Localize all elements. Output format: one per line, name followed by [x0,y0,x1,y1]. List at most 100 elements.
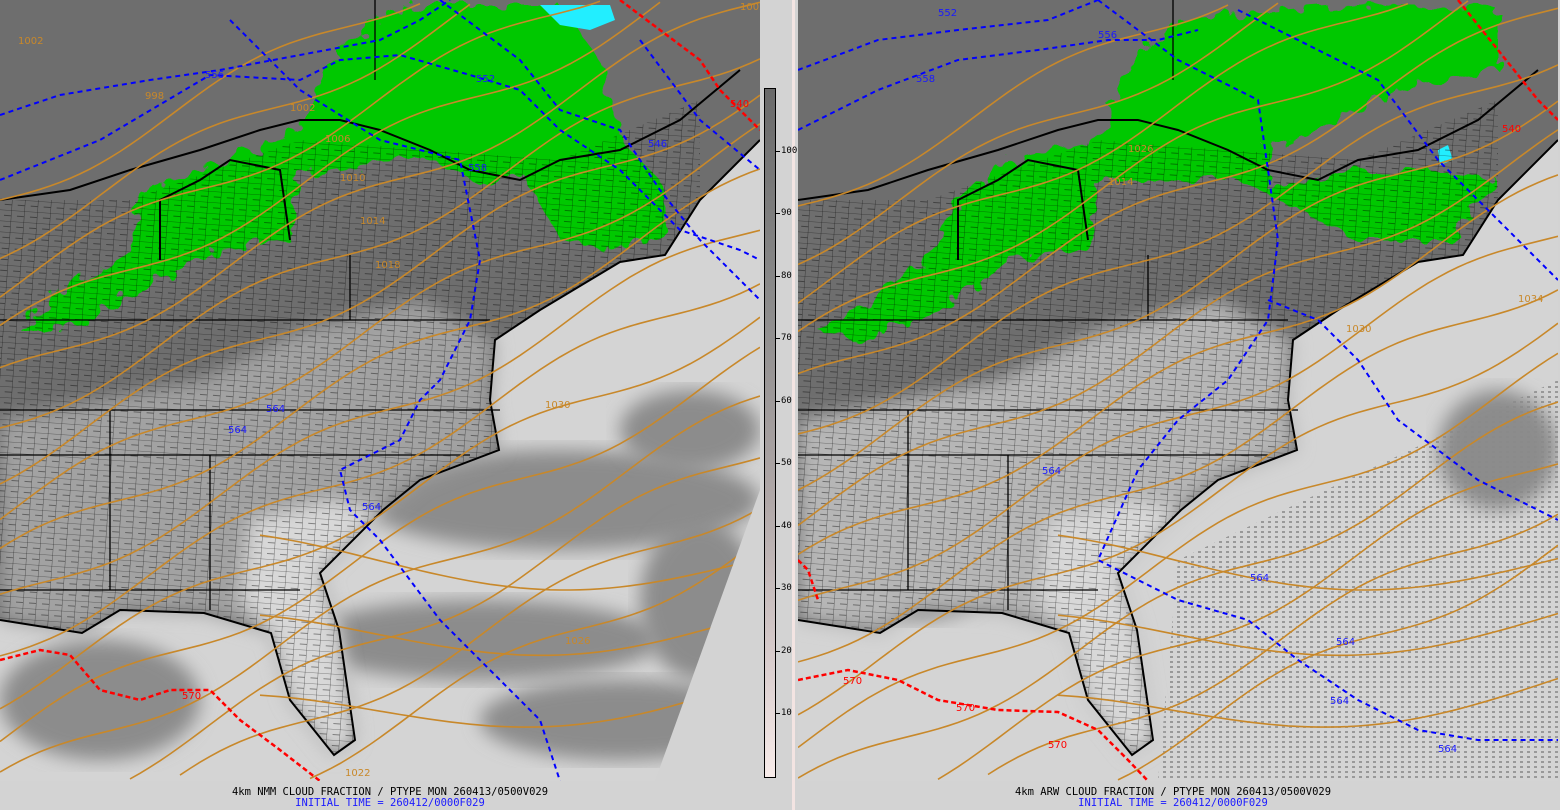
contour-label: 564 [266,404,285,415]
isobar [1057,677,1558,728]
isobar [1057,612,1558,657]
thickness-line-cold [0,0,451,116]
thickness-line-cold [1096,0,1558,741]
thickness-line-warm [798,559,820,601]
colorbar-tick [775,400,780,402]
cloud-fraction-colorbar [764,88,776,778]
contour-label: 552 [476,74,495,85]
colorbar-tick-label: 50 [781,458,792,469]
nmm-map: 1002 998 556 1002 1006 1010 552 546 540 1002 558 10… [0,0,762,781]
colorbar-tick-label: 60 [781,395,792,406]
lake-michigan-shore [957,158,1089,260]
thickness-line-warm [798,668,1149,781]
contour-label: 564 [1330,696,1349,707]
county-lines [0,100,700,755]
contour-label: 1022 [345,768,370,779]
isobar [937,463,1558,780]
isobar [129,457,760,780]
colorbar-tick [775,338,780,340]
lake-michigan-shore [159,158,291,260]
isobar [0,395,760,773]
contour-label: 570 [956,703,975,714]
colorbar-tick-label: 100 [781,145,798,156]
isobar [0,0,601,298]
contour-label: 1030 [545,400,570,411]
colorbar-tick-label: 40 [781,520,792,531]
thickness-line-cold [798,29,1199,131]
isobar [798,0,1469,333]
colorbar-tick [775,650,780,652]
isobar [0,3,471,260]
contour-label: 556 [1098,30,1117,41]
snow-area [540,5,615,30]
colorbar-tick-label: 20 [781,645,792,656]
contour-label: 1014 [360,216,385,227]
isobar [0,1,760,369]
colorbar-tick-label: 10 [781,708,792,719]
thickness-line-cold [798,0,1099,71]
isobar [798,2,1409,304]
map-area: 552 556 558 1026 1014 1034 1030 564 564 564 564 570… [798,0,1558,781]
isobar [798,289,1558,663]
contour-label: 546 [648,139,667,150]
isobar [259,612,760,657]
isobar [259,677,760,728]
isobar [798,4,1229,207]
isobar [0,316,760,710]
contour-label: 564 [1336,637,1355,648]
isobar [798,322,1558,716]
contour-label: 1010 [340,173,365,184]
panel-divider [792,0,795,810]
isobar [0,1,661,327]
contour-label: 1030 [1346,324,1371,335]
isobar [0,168,760,550]
cloud-speckle [1158,380,1558,781]
isobar [0,58,760,429]
colorbar-tick [775,275,780,277]
contour-label: 1002 [290,103,315,114]
contour-label: 1006 [325,134,350,145]
isobar [0,94,760,485]
cloud-area [300,600,660,680]
isobar [0,346,760,743]
isobar [798,7,1558,375]
contour-label: 1002 [18,36,43,47]
isobar [0,283,760,657]
isobar [987,513,1558,776]
colorbar-tick [775,588,780,590]
isobar [798,401,1558,779]
isobar [309,538,760,780]
cloud-area [360,450,760,550]
thickness-line-cold [639,39,760,171]
contour-label: 564 [1042,466,1061,477]
isobar [798,2,1279,266]
arw-title: 4km ARW CLOUD FRACTION / PTYPE MON 26041… [1014,786,1332,798]
contour-label: 552 [938,8,957,19]
contour-label: 540 [730,99,749,110]
isobar [798,100,1558,491]
colorbar-tick-label: 80 [781,270,792,281]
thickness-line-cold [0,53,760,261]
contour-label: 1014 [1108,177,1133,188]
cloud-area [0,640,200,760]
isobar [259,534,760,591]
contour-label: 570 [843,676,862,687]
colorbar-tick [775,463,780,465]
contour-label: 558 [916,74,935,85]
thickness-line-cold [229,19,561,781]
isobar [798,352,1558,749]
contour-label: 558 [468,163,487,174]
colorbar-tick [775,713,780,715]
nmm-initial-time: INITIAL TIME = 260412/0000F029 [295,797,485,809]
contour-label: 570 [182,691,201,702]
map-area: 1002 998 556 1002 1006 1010 552 546 540 1002 558 10… [0,0,760,781]
contour-label: 556 [205,70,224,81]
contour-label: 564 [362,502,381,513]
isobar [798,174,1558,556]
thickness-line-cold [439,0,760,301]
contour-label: 1034 [1518,294,1543,305]
contour-label: 564 [228,425,247,436]
colorbar-tick [775,150,780,152]
isobar [0,229,760,596]
contour-label: 1026 [565,636,590,647]
